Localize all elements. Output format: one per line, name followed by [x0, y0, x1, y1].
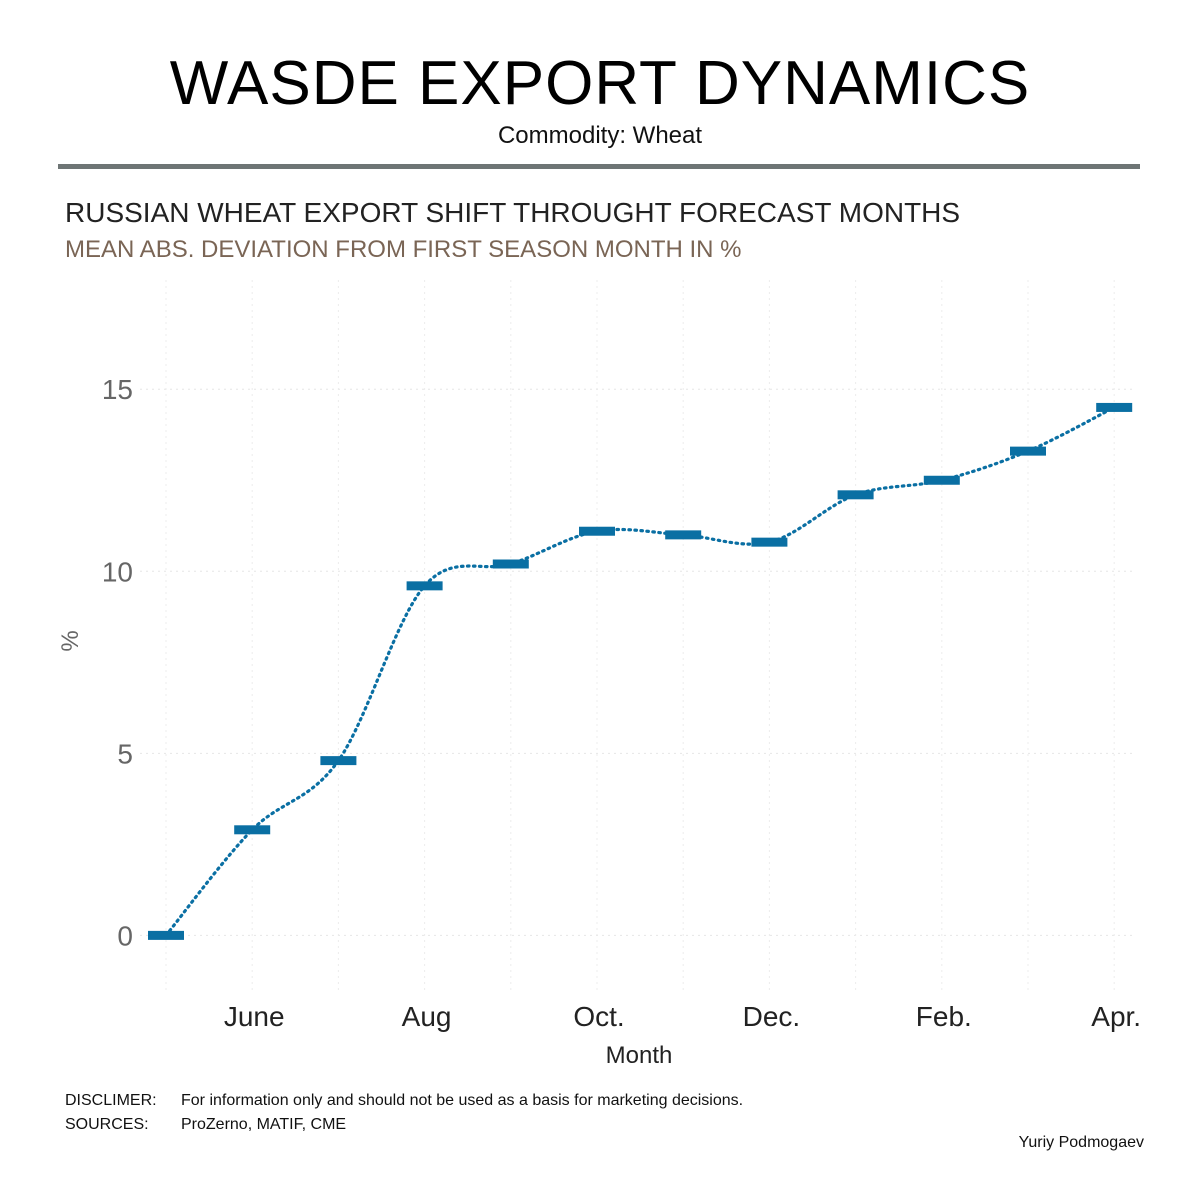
x-tick-label: Dec. — [743, 1001, 801, 1032]
disclaimer-label: DISCLIMER: — [65, 1092, 157, 1109]
y-tick-label: 10 — [102, 556, 133, 587]
x-tick-label: Apr. — [1091, 1001, 1141, 1032]
y-axis-label: % — [57, 630, 84, 651]
commodity-subtitle: Commodity: Wheat — [497, 122, 703, 149]
chart-title: RUSSIAN WHEAT EXPORT SHIFT THROUGHT FORE… — [65, 197, 961, 228]
data-point-marker — [1096, 402, 1133, 412]
header-divider — [58, 164, 1140, 169]
x-tick-label: Feb. — [916, 1001, 972, 1032]
y-tick-label: 0 — [117, 920, 133, 951]
author-credit: Yuriy Podmogaev — [1018, 1134, 1144, 1151]
x-tick-label: Oct. — [573, 1001, 624, 1032]
series-line — [164, 405, 1116, 937]
sources-label: SOURCES: — [65, 1116, 149, 1133]
sources: SOURCES: ProZerno, MATIF, CME — [65, 1116, 346, 1134]
data-point-marker — [492, 559, 529, 569]
data-point-marker — [751, 537, 788, 547]
data-point-marker — [234, 825, 271, 835]
data-point-marker — [320, 756, 357, 766]
y-axis-ticks: 0 5 10 15 — [102, 374, 133, 951]
data-point-marker — [406, 581, 443, 591]
data-point-marker — [665, 530, 702, 540]
x-tick-label: Aug — [402, 1001, 452, 1032]
data-point-marker — [837, 490, 874, 500]
chart-subtitle: MEAN ABS. DEVIATION FROM FIRST SEASON MO… — [65, 236, 742, 263]
x-tick-label: June — [224, 1001, 285, 1032]
disclaimer: DISCLIMER: For information only and shoul… — [65, 1092, 743, 1110]
x-axis-ticks: June Aug Oct. Dec. Feb. Apr. — [224, 1001, 1141, 1032]
sources-text: ProZerno, MATIF, CME — [181, 1116, 347, 1133]
disclaimer-text: For information only and should not be u… — [181, 1092, 744, 1109]
data-point-marker — [923, 475, 960, 485]
data-point-marker — [148, 930, 184, 940]
data-point-marker — [579, 526, 615, 536]
chart-grid — [140, 280, 1132, 990]
y-tick-label: 15 — [102, 374, 133, 405]
series-markers — [148, 402, 1133, 940]
y-tick-label: 5 — [117, 738, 133, 769]
x-axis-label: Month — [606, 1042, 673, 1069]
data-point-marker — [1010, 446, 1046, 456]
page-title: WASDE EXPORT DYNAMICS — [169, 49, 1031, 118]
